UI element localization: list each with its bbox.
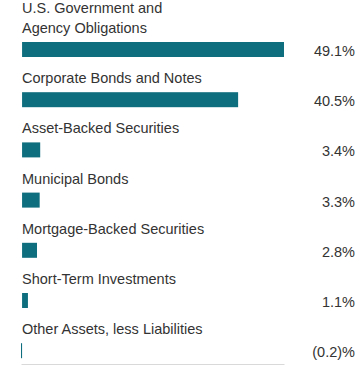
data-label: 40.5%: [314, 93, 355, 109]
category-label: Other Assets, less Liabilities: [22, 321, 203, 337]
bar: [22, 293, 28, 308]
axis-line: [22, 364, 285, 365]
bar: [21, 343, 22, 358]
category-label: Mortgage-Backed Securities: [22, 221, 204, 237]
data-label: 2.8%: [322, 244, 355, 260]
category-labels: U.S. Government andAgency Obligations Cor…: [22, 0, 204, 337]
data-label: 3.3%: [322, 194, 355, 210]
bar: [22, 42, 284, 57]
category-label: Asset-Backed Securities: [22, 120, 179, 136]
category-label: Corporate Bonds and Notes: [22, 70, 202, 86]
x-axis: [22, 364, 285, 365]
bars: [21, 42, 284, 358]
data-label: (0.2)%: [312, 344, 355, 360]
bar: [22, 92, 238, 107]
bar: [22, 243, 37, 258]
chart-svg: U.S. Government andAgency Obligations Cor…: [0, 0, 360, 366]
bar: [22, 142, 40, 157]
data-label: 1.1%: [322, 294, 355, 310]
bar: [22, 193, 40, 208]
category-label: U.S. Government andAgency Obligations: [22, 0, 162, 36]
category-label: Municipal Bonds: [22, 171, 128, 187]
chart-container: U.S. Government andAgency Obligations Cor…: [0, 0, 360, 366]
category-label: Short-Term Investments: [22, 271, 176, 287]
data-label: 49.1%: [314, 43, 355, 59]
data-labels: 49.1% 40.5% 3.4% 3.3% 2.8% 1.1% (0.2)%: [312, 43, 355, 360]
data-label: 3.4%: [322, 143, 355, 159]
